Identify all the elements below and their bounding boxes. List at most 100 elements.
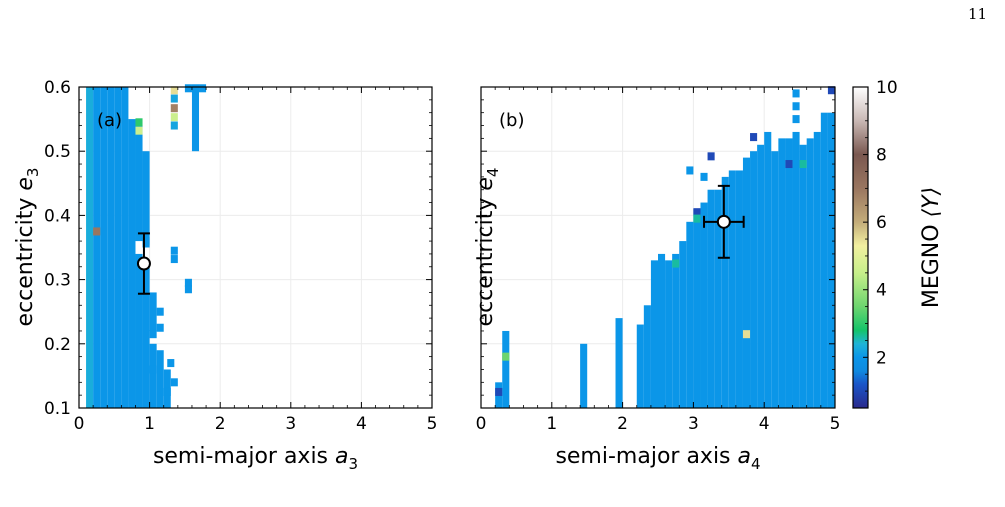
megno-cell-column [672,253,680,408]
megno-cell-column [128,119,136,408]
megno-cell-column [142,260,150,408]
megno-cell-column [693,208,701,408]
megno-cell [170,104,178,113]
plot-frame [78,86,433,409]
x-axis-label: semi-major axis a3 [153,444,358,473]
megno-cell [170,255,178,264]
megno-cell-column [107,87,115,408]
y-tick-label: 0.3 [44,271,71,291]
x-tick-label: 5 [427,414,438,434]
x-axis-label: semi-major axis a4 [555,444,760,473]
y-tick-label: 0.5 [44,142,71,162]
megno-cell-column [93,87,101,408]
x-tick-label: 2 [617,414,628,434]
megno-cell-column [757,144,765,408]
x-tick-label: 4 [759,414,770,434]
megno-cell-column [778,138,786,409]
y-tick-label: 0.6 [44,78,71,98]
megno-cell-column [700,202,708,408]
megno-cell [672,259,680,268]
megno-cell [170,113,178,122]
x-tick-label: 3 [688,414,699,434]
megno-cell [142,237,150,246]
megno-cell-column [679,241,687,408]
x-tick-label: 1 [144,414,155,434]
megno-cell-column [149,292,157,331]
page-number: 11 [968,5,988,23]
megno-cell-column [785,138,793,409]
megno-cell-column [813,131,821,408]
megno-cell [184,278,192,287]
megno-cell [135,118,143,127]
megno-cell [163,387,171,396]
megno-cell [750,133,758,142]
megno-cell [156,307,164,316]
megno-cell-column [121,87,129,408]
colorbar: 2 4 6 8 10 MEGNO ⟨Y⟩ [852,78,944,409]
megno-cell [495,387,503,396]
megno-cell [785,160,793,169]
megno-cell-column [502,330,510,408]
planet-marker [716,214,731,229]
panel-a: 0 1 2 3 4 5 0.1 0.2 0.3 0.4 0.5 0.6 (a) semi-major ax… [13,78,437,473]
panel-label: (a) [97,110,122,131]
megno-cell [199,84,207,93]
megno-cell [792,115,800,124]
megno-cell [170,86,178,95]
y-axis-label: eccentricity e4 [473,168,502,327]
megno-cell-column [636,324,644,408]
colorbar-label: MEGNO ⟨Y⟩ [919,187,944,308]
megno-cell [693,214,701,223]
megno-cell-column [86,87,94,408]
megno-cell [191,84,200,93]
megno-cell-column [735,170,743,408]
megno-cell [184,84,192,93]
megno-cell [502,352,510,361]
megno-cell-column [580,343,588,408]
megno-cell [167,359,175,368]
megno-cell [742,330,751,339]
megno-cell [792,89,800,98]
megno-cell [792,102,800,111]
megno-cell [170,94,178,103]
panel-b: 0 1 2 3 4 5 (b) semi-major axis a4 eccentricity … [473,86,840,473]
megno-cell-column [100,87,108,408]
megno-cell-column [799,144,807,408]
megno-cell [827,86,835,95]
megno-cell [184,285,192,294]
colorbar-tick-label: 8 [876,146,887,166]
megno-cell-column [149,343,157,408]
megno-cell-column [658,253,666,408]
planet-marker [136,256,151,271]
panel-label: (b) [499,110,524,131]
colorbar-tick-label: 10 [876,78,898,98]
x-tick-label: 2 [215,414,226,434]
megno-cell [170,246,178,255]
colorbar-frame [852,86,869,409]
megno-cell [799,160,807,169]
x-tick-label: 3 [285,414,296,434]
megno-cell [156,323,164,332]
megno-cell [707,152,715,161]
x-tick-label: 1 [546,414,557,434]
megno-cell [693,208,701,217]
megno-cell-column [191,87,200,152]
megno-cell-column [665,260,673,408]
megno-cell [700,172,708,181]
megno-cell-column [686,221,694,408]
y-axis-label: eccentricity e3 [13,168,42,327]
megno-cell-column [750,151,758,408]
megno-cell-column [764,131,772,408]
megno-cell [93,227,101,236]
x-tick-label: 4 [356,414,367,434]
plot-frame [480,86,836,409]
x-tick-label: 0 [476,414,487,434]
y-tick-label: 0.1 [44,399,71,419]
megno-cell-column [707,189,715,408]
megno-cell-column [135,125,143,242]
x-tick-label: 0 [74,414,85,434]
colorbar-tick-label: 2 [876,348,887,368]
megno-cell-column [792,131,800,408]
megno-cell-column [806,138,814,409]
